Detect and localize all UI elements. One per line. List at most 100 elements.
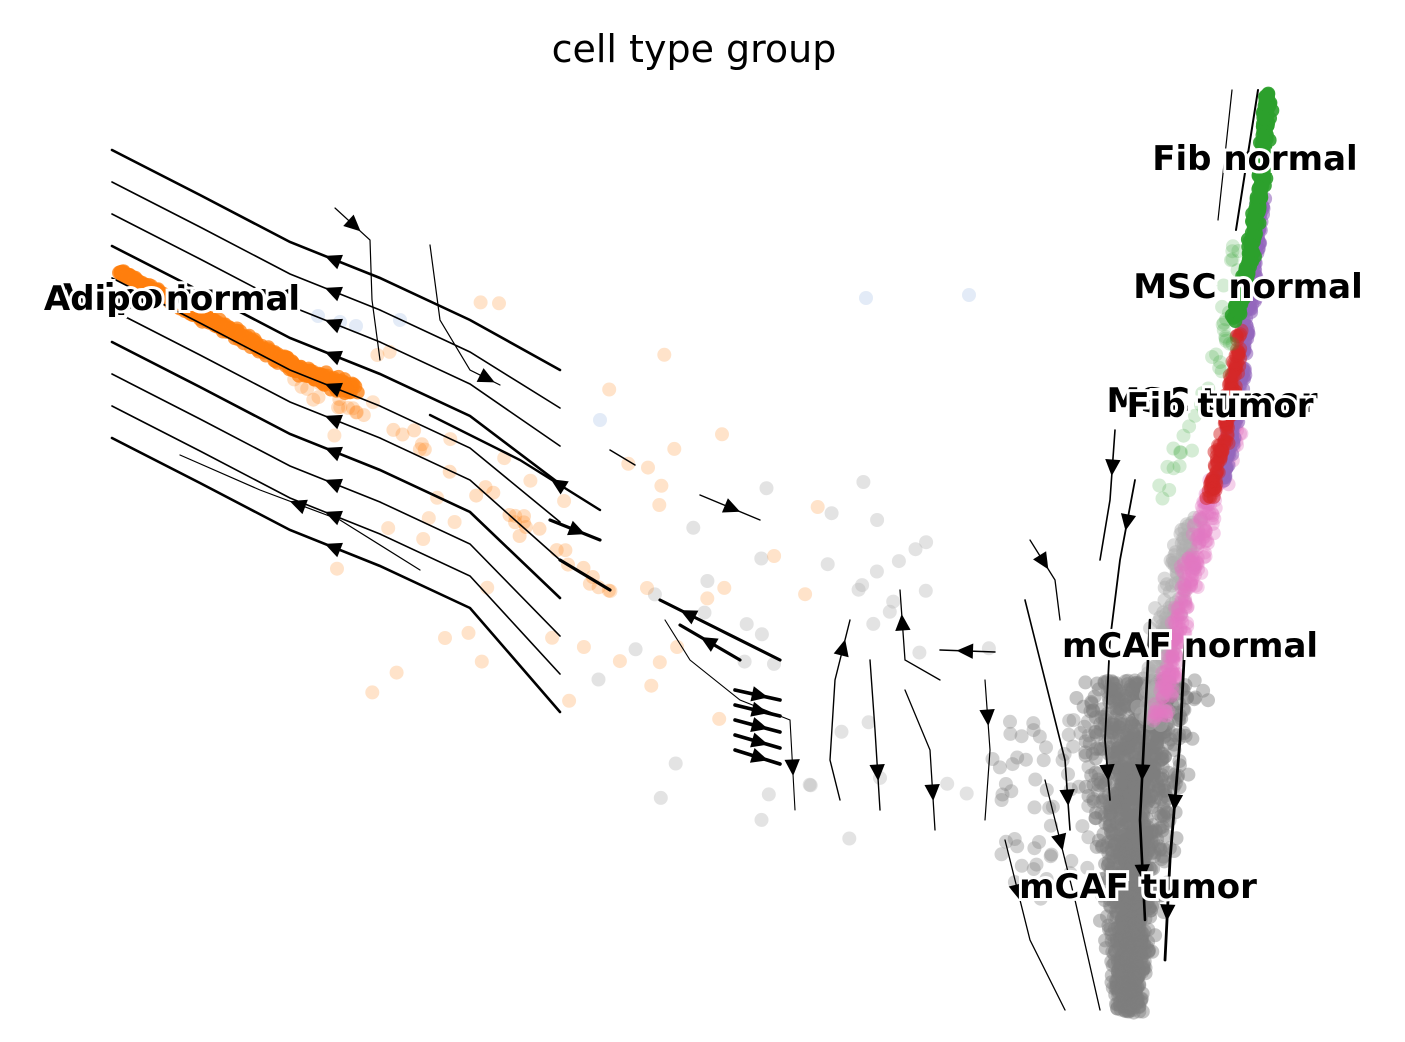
- point-mcaf-normal: [754, 812, 769, 827]
- point-mcaf-tumor: [1116, 741, 1131, 756]
- point-mcaf-tumor: [1110, 793, 1125, 808]
- point-mcaf-tumor: [1112, 860, 1127, 875]
- point-mcaf-normal: [1177, 531, 1192, 546]
- point-mcaf-tumor: [1185, 731, 1200, 746]
- point-mcaf-normal: [1184, 550, 1199, 565]
- point-mcaf-tumor: [1141, 835, 1156, 849]
- point-mcaf-normal: [1157, 631, 1172, 646]
- point-fib-tumor: [1184, 564, 1199, 579]
- point-fib-normal: [1235, 293, 1250, 307]
- point-mcaf-normal: [1168, 595, 1183, 610]
- point-mcaf-normal: [820, 557, 835, 572]
- point-fib-normal: [1214, 364, 1229, 379]
- point-mcaf-tumor: [1154, 772, 1169, 787]
- point-mcaf-tumor: [1014, 858, 1029, 873]
- point-mcaf-normal: [1169, 565, 1184, 580]
- point-mcaf-tumor: [1124, 719, 1139, 734]
- point-mcaf-tumor: [1117, 931, 1132, 945]
- point-mcaf-tumor: [1105, 676, 1120, 691]
- point-mcaf-tumor: [1143, 883, 1158, 898]
- point-mcaf-tumor: [1122, 1004, 1137, 1019]
- point-mcaf-normal: [1184, 543, 1199, 558]
- point-mcaf-tumor: [1113, 958, 1128, 973]
- point-mcaf-tumor: [1139, 791, 1154, 806]
- point-fib-tumor: [1168, 632, 1183, 647]
- point-mcaf-tumor: [1115, 984, 1130, 999]
- point-fib-tumor: [1179, 583, 1194, 598]
- point-mcaf-tumor: [1149, 824, 1164, 839]
- point-mcaf-tumor: [1076, 699, 1091, 714]
- point-mcaf-normal: [1180, 527, 1195, 542]
- point-mcaf-normal: [1167, 603, 1182, 617]
- point-mcaf-tumor: [1119, 965, 1134, 980]
- point-mcaf-normal: [981, 641, 996, 656]
- point-mcaf-tumor: [1120, 735, 1135, 750]
- point-mcaf-tumor: [1154, 752, 1168, 767]
- point-mcaf-tumor: [1110, 887, 1125, 902]
- point-mcaf-tumor: [1115, 782, 1129, 797]
- point-mcaf-tumor: [1118, 843, 1133, 858]
- point-mcaf-tumor: [1104, 745, 1119, 760]
- point-mcaf-tumor: [1132, 913, 1147, 928]
- point-mcaf-tumor: [1124, 941, 1139, 956]
- point-fib-normal: [1215, 299, 1230, 314]
- point-mcaf-tumor: [1127, 968, 1142, 983]
- point-mcaf-tumor: [1119, 831, 1134, 846]
- point-mcaf-tumor: [1129, 878, 1144, 893]
- point-mcaf-tumor: [1115, 887, 1130, 902]
- point-mcaf-tumor: [1145, 768, 1160, 783]
- point-fib-normal: [1228, 304, 1243, 319]
- point-mcaf-tumor: [1120, 992, 1135, 1007]
- point-mcaf-tumor: [1113, 767, 1128, 782]
- point-fib-tumor: [1165, 651, 1180, 666]
- point-fib-tumor: [1157, 679, 1172, 694]
- point-fib-tumor: [1176, 577, 1191, 591]
- point-mcaf-tumor: [1104, 823, 1118, 838]
- streamline-arrow: [324, 478, 343, 494]
- point-mcaf-tumor: [1007, 832, 1022, 846]
- point-fib-tumor: [1195, 532, 1210, 546]
- point-mcaf-tumor: [1114, 812, 1129, 827]
- point-fib-tumor: [1154, 673, 1169, 688]
- point-fib-tumor: [1167, 613, 1182, 628]
- point-mcaf-tumor: [1127, 712, 1142, 727]
- point-mcaf-tumor: [1114, 913, 1129, 928]
- point-mcaf-tumor: [1106, 725, 1121, 740]
- point-mcaf-normal: [1188, 538, 1203, 553]
- point-mcaf-tumor: [1125, 999, 1139, 1014]
- point-fib-tumor: [1167, 641, 1182, 656]
- point-mcaf-tumor: [1120, 991, 1135, 1006]
- point-mcaf-tumor: [1145, 712, 1160, 727]
- point-mcaf-tumor: [1124, 996, 1139, 1011]
- point-mcaf-tumor: [1115, 934, 1130, 949]
- point-mcaf-tumor: [1137, 938, 1152, 953]
- point-mcaf-tumor: [1115, 890, 1130, 905]
- point-mcaf-tumor: [1116, 962, 1131, 977]
- point-fib-tumor: [1160, 659, 1174, 674]
- point-mcaf-normal: [1147, 659, 1161, 674]
- point-mcaf-tumor: [1112, 924, 1127, 939]
- point-mcaf-tumor: [1104, 807, 1118, 822]
- point-fib-tumor: [1164, 634, 1179, 649]
- point-mcaf-tumor: [1090, 784, 1105, 799]
- point-mcaf-tumor: [1128, 791, 1143, 806]
- point-mcaf-tumor: [1093, 742, 1108, 756]
- point-mcaf-tumor: [1111, 740, 1126, 755]
- point-fib-normal: [1212, 360, 1227, 375]
- point-mcaf-tumor: [1075, 819, 1090, 834]
- point-mcaf-tumor: [1116, 946, 1131, 961]
- point-mcaf-normal: [1143, 716, 1158, 731]
- point-mcaf-tumor: [1120, 730, 1135, 745]
- point-mcaf-tumor: [1119, 945, 1134, 960]
- point-mcaf-normal: [1155, 686, 1170, 701]
- point-mcaf-tumor: [1124, 982, 1139, 997]
- point-mcaf-tumor: [1125, 838, 1140, 853]
- point-mcaf-tumor: [1118, 698, 1133, 713]
- point-mcaf-tumor: [1141, 738, 1156, 753]
- point-mcaf-normal: [1145, 666, 1160, 681]
- point-fib-normal: [1152, 478, 1167, 493]
- point-fib-tumor: [1168, 617, 1183, 632]
- point-mcaf-tumor: [1107, 882, 1122, 897]
- point-fib-tumor: [1170, 621, 1185, 636]
- point-mcaf-tumor: [1141, 780, 1156, 795]
